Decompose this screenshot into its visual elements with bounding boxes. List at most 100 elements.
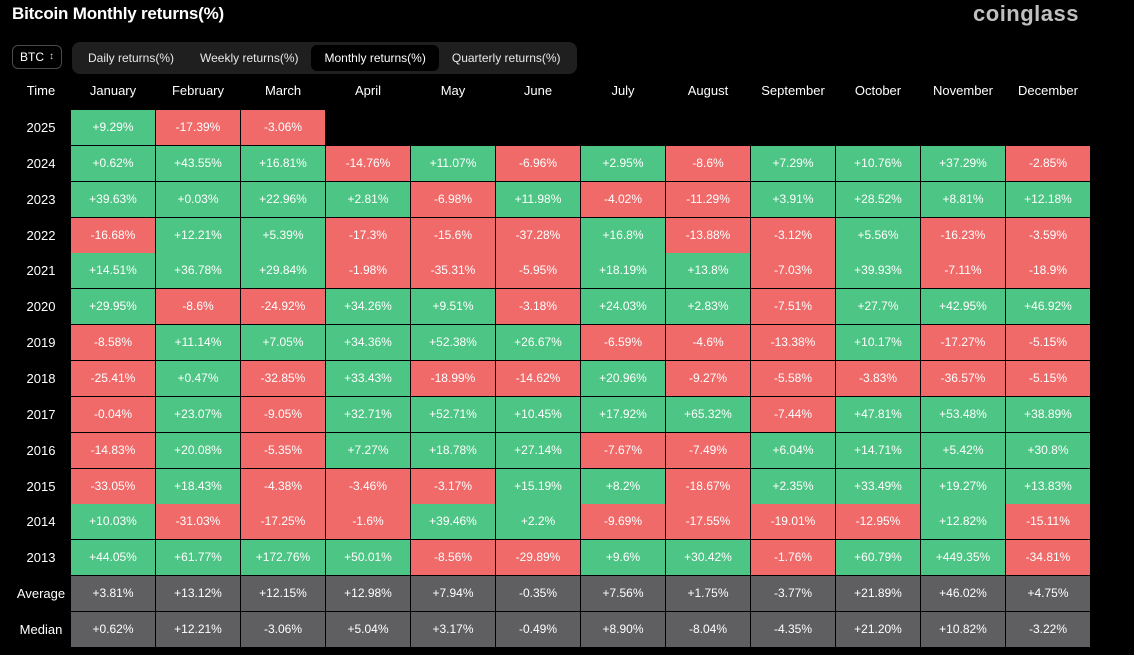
return-cell: +5.42% (921, 432, 1005, 468)
return-cell: -35.31% (411, 253, 495, 289)
year-label: 2016 (26, 442, 56, 458)
return-cell: +10.17% (836, 325, 920, 361)
return-cell: +47.81% (836, 396, 920, 432)
summary-cell: +3.81% (71, 576, 155, 612)
return-cell: -8.6% (156, 289, 240, 325)
year-label: 2020 (26, 299, 56, 315)
summary-cell: -3.22% (1006, 611, 1090, 647)
return-cell: -7.11% (921, 253, 1005, 289)
tab-monthly-returns[interactable]: Monthly returns(%) (311, 45, 439, 71)
summary-cell: +5.04% (326, 611, 410, 647)
month-header-december: December (1018, 83, 1078, 98)
return-cell: -19.01% (751, 504, 835, 540)
return-cell: +34.36% (326, 325, 410, 361)
return-cell: -5.15% (1006, 325, 1090, 361)
return-cell: +60.79% (836, 540, 920, 576)
return-cell: -5.58% (751, 360, 835, 396)
summary-cell: -0.49% (496, 611, 580, 647)
tab-daily-returns[interactable]: Daily returns(%) (88, 51, 175, 65)
summary-cell: +3.17% (411, 611, 495, 647)
return-cell: +42.95% (921, 289, 1005, 325)
return-cell: -13.88% (666, 217, 750, 253)
return-cell: +0.03% (156, 181, 240, 217)
year-label: 2024 (26, 155, 56, 171)
return-cell: +2.95% (581, 145, 665, 181)
return-cell: +10.45% (496, 396, 580, 432)
return-cell: +2.2% (496, 504, 580, 540)
year-label: 2025 (26, 120, 56, 135)
asset-select-value: BTC (20, 50, 44, 64)
return-cell: -9.69% (581, 504, 665, 540)
return-cell: -14.76% (326, 145, 410, 181)
summary-cell: -4.35% (751, 611, 835, 647)
year-label: 2023 (26, 191, 56, 207)
return-cell: -17.39% (156, 110, 240, 145)
return-cell: +10.76% (836, 145, 920, 181)
summary-row-label: Median (19, 621, 63, 637)
page-title: Bitcoin Monthly returns(%) (12, 4, 225, 23)
return-cell: -3.06% (241, 110, 325, 145)
return-cell: +2.83% (666, 289, 750, 325)
return-cell: -32.85% (241, 360, 325, 396)
return-cell: +38.89% (1006, 396, 1090, 432)
return-cell: +12.82% (921, 504, 1005, 540)
return-cell: -1.76% (751, 540, 835, 576)
month-header-november: November (933, 83, 993, 98)
return-cell: +8.2% (581, 468, 665, 504)
return-cell: -7.49% (666, 432, 750, 468)
month-header-april: April (354, 83, 381, 98)
summary-cell: +7.56% (581, 576, 665, 612)
month-header-february: February (171, 83, 225, 98)
return-cell: +13.83% (1006, 468, 1090, 504)
tab-quarterly-returns[interactable]: Quarterly returns(%) (451, 51, 561, 65)
month-header-january: January (89, 83, 137, 98)
summary-cell: +8.90% (581, 611, 665, 647)
return-cell: -34.81% (1006, 540, 1090, 576)
return-cell: +14.71% (836, 432, 920, 468)
return-cell: -3.17% (411, 468, 495, 504)
return-cell: -3.12% (751, 217, 835, 253)
return-cell: +61.77% (156, 540, 240, 576)
summary-cell: +10.82% (921, 611, 1005, 647)
month-header-march: March (264, 83, 302, 98)
return-cell: +26.67% (496, 325, 580, 361)
return-cell: +0.62% (71, 145, 155, 181)
summary-cell: -3.06% (241, 611, 325, 647)
return-cell: -37.28% (496, 217, 580, 253)
return-cell: -5.15% (1006, 360, 1090, 396)
return-cell: +34.26% (326, 289, 410, 325)
summary-cell: +21.89% (836, 576, 920, 612)
return-cell: +12.21% (156, 217, 240, 253)
return-cell: +18.43% (156, 468, 240, 504)
return-cell: +16.8% (581, 217, 665, 253)
return-cell: +13.8% (666, 253, 750, 289)
return-cell: -1.6% (326, 504, 410, 540)
return-cell: +19.27% (921, 468, 1005, 504)
month-header-june: June (523, 83, 553, 98)
return-cell: +8.81% (921, 181, 1005, 217)
return-cell: -3.59% (1006, 217, 1090, 253)
return-cell: -17.27% (921, 325, 1005, 361)
return-cell: +12.18% (1006, 181, 1090, 217)
return-cell: +5.39% (241, 217, 325, 253)
return-cell: +65.32% (666, 396, 750, 432)
asset-select[interactable]: BTC ↕ (12, 45, 62, 69)
return-cell: -17.3% (326, 217, 410, 253)
return-cell: +46.92% (1006, 289, 1090, 325)
return-cell: -17.25% (241, 504, 325, 540)
return-cell: +23.07% (156, 396, 240, 432)
return-cell: +39.46% (411, 504, 495, 540)
return-cell: +18.78% (411, 432, 495, 468)
return-cell: +7.27% (326, 432, 410, 468)
return-cell: +30.42% (666, 540, 750, 576)
return-cell: -14.62% (496, 360, 580, 396)
tab-weekly-returns[interactable]: Weekly returns(%) (200, 51, 299, 65)
summary-cell: +12.15% (241, 576, 325, 612)
return-cell: +449.35% (921, 540, 1005, 576)
return-cell: +39.93% (836, 253, 920, 289)
return-cell: -15.6% (411, 217, 495, 253)
summary-cell: +21.20% (836, 611, 920, 647)
return-cell: -33.05% (71, 468, 155, 504)
return-cell: -25.41% (71, 360, 155, 396)
